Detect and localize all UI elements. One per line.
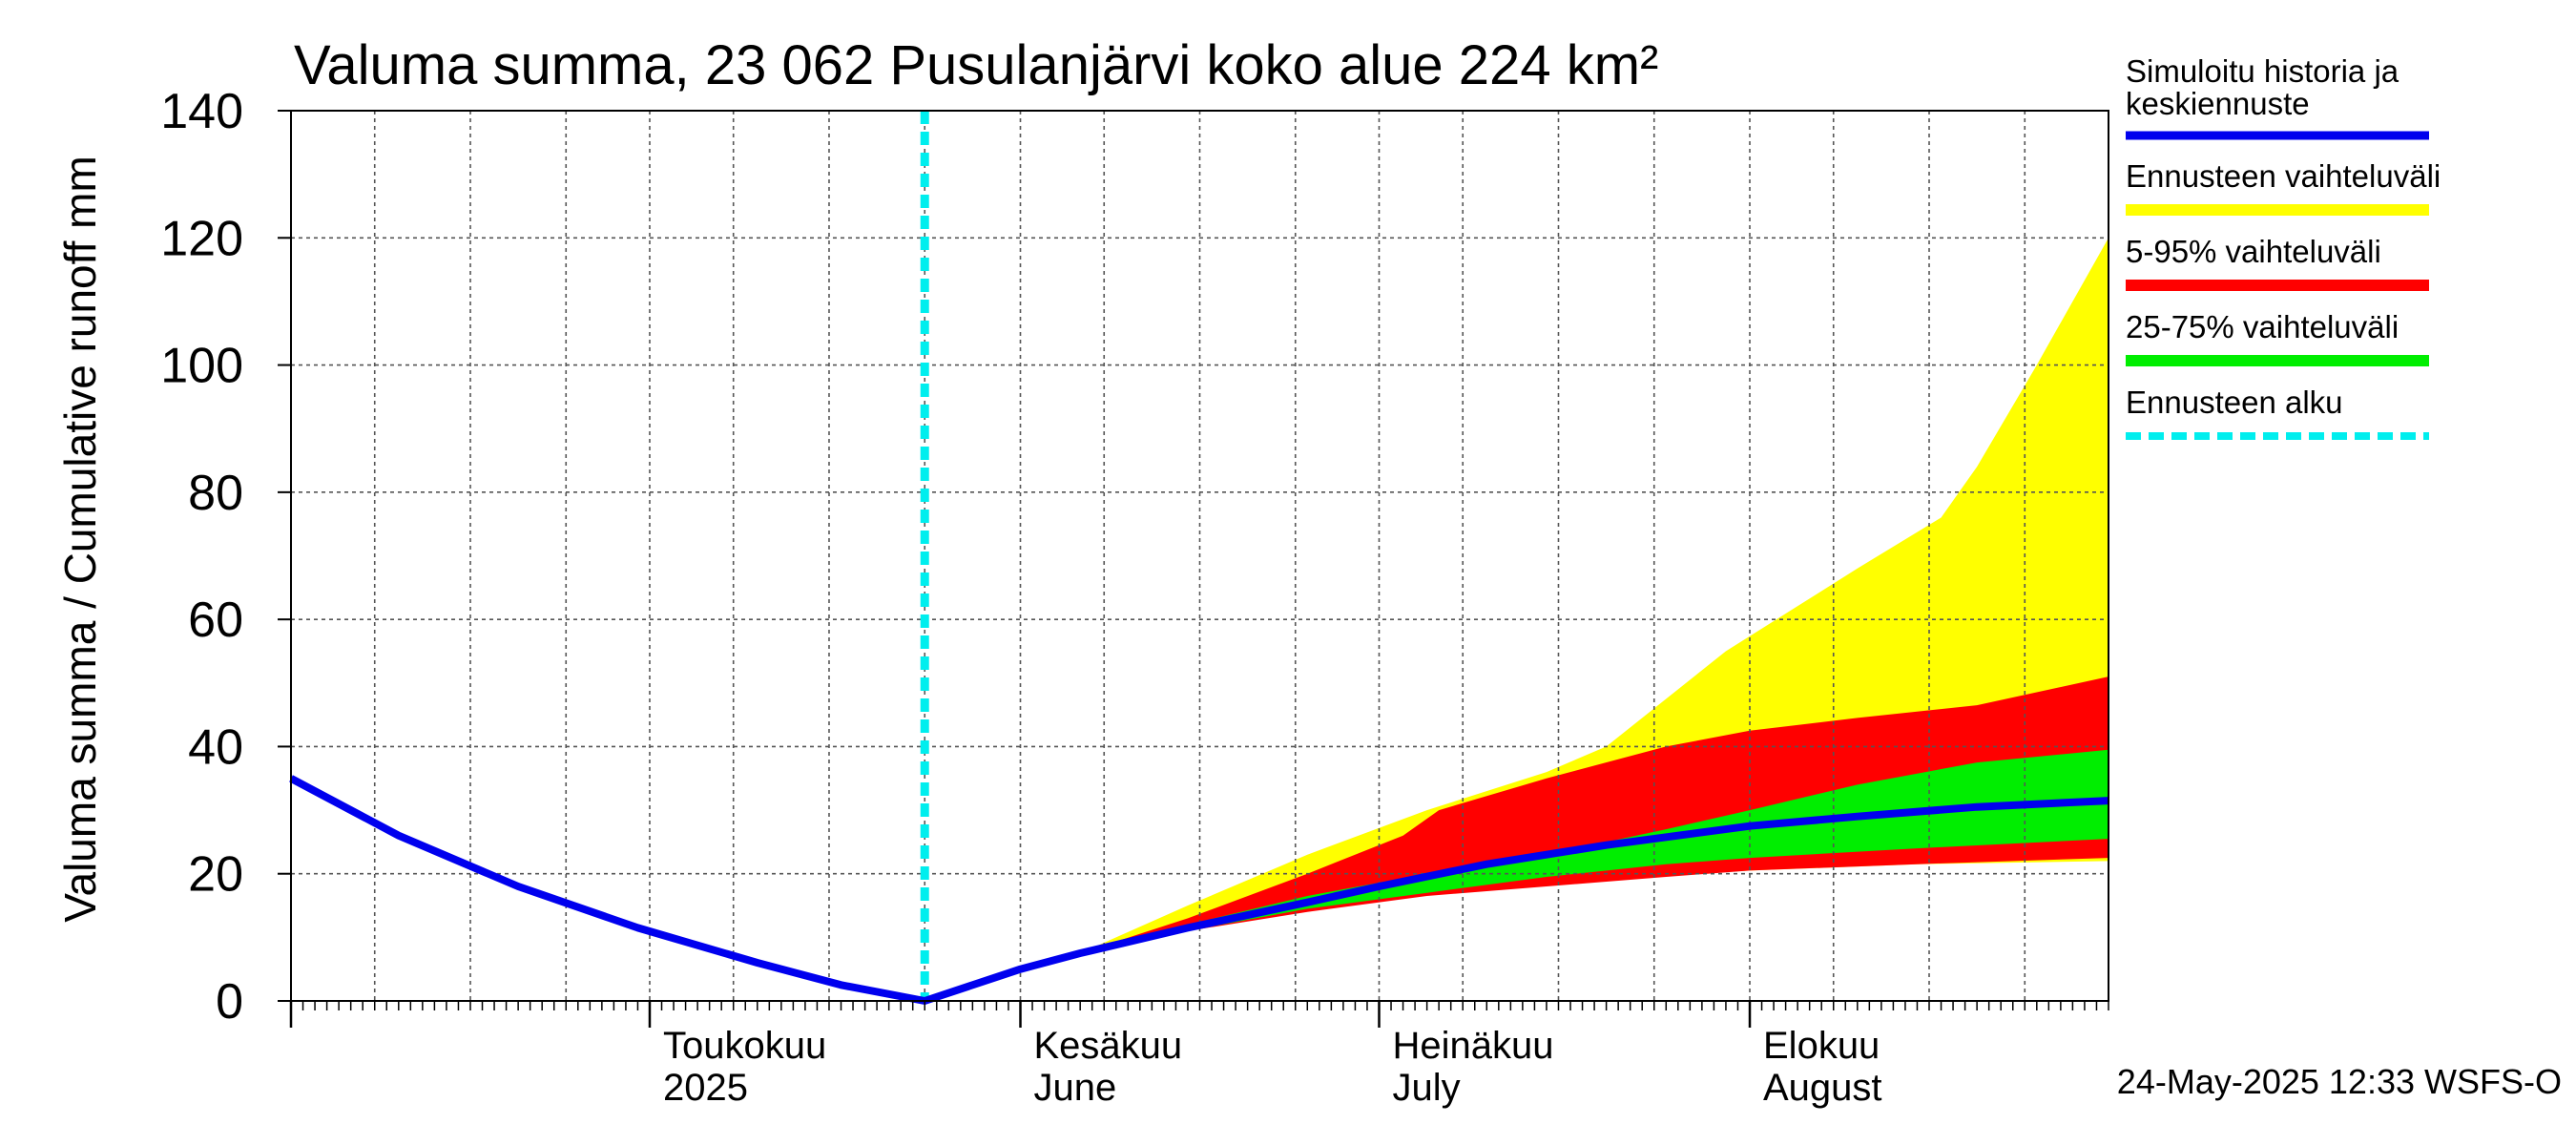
legend: Simuloitu historia ja keskiennuste Ennuste…: [2126, 53, 2441, 440]
y-tick-label: 40: [188, 719, 243, 775]
x-month-label: Elokuu: [1763, 1025, 1880, 1067]
legend-label: 5-95% vaihteluväli: [2126, 234, 2381, 269]
y-tick-label: 140: [160, 84, 243, 139]
legend-forecast-start: Ennusteen alku: [2126, 385, 2429, 440]
x-month-sublabel: June: [1034, 1067, 1117, 1109]
legend-25-75: 25-75% vaihteluväli: [2126, 309, 2429, 366]
x-month-label: Heinäkuu: [1392, 1025, 1553, 1067]
y-tick-label: 80: [188, 466, 243, 521]
legend-label: 25-75% vaihteluväli: [2126, 309, 2399, 344]
y-axis-label: Valuma summa / Cumulative runoff mm: [55, 156, 105, 923]
legend-label: Ennusteen alku: [2126, 385, 2343, 420]
chart-title: Valuma summa, 23 062 Pusulanjärvi koko a…: [294, 34, 1658, 96]
mean-forecast-line: [289, 775, 2109, 1005]
legend-label: Simuloitu historia ja keskiennuste: [2126, 53, 2399, 121]
legend-full-range: Ennusteen vaihteluväli: [2126, 158, 2441, 216]
y-tick-label: 60: [188, 593, 243, 648]
x-month-label: Kesäkuu: [1034, 1025, 1183, 1067]
y-tick-label: 100: [160, 339, 243, 394]
x-month-label: Toukokuu: [663, 1025, 826, 1067]
timestamp: 24-May-2025 12:33 WSFS-O: [2117, 1062, 2562, 1101]
y-axis-ticks: 0 20 40 60 80 100 120 140: [160, 84, 291, 1030]
mean-series: [289, 775, 2109, 1005]
y-tick-label: 120: [160, 211, 243, 266]
legend-5-95: 5-95% vaihteluväli: [2126, 234, 2429, 291]
x-month-sublabel: July: [1392, 1067, 1460, 1109]
legend-label: Ennusteen vaihteluväli: [2126, 158, 2441, 194]
y-tick-label: 20: [188, 847, 243, 903]
grid-lines: [291, 110, 2109, 1001]
y-tick-label: 0: [216, 974, 243, 1030]
band-25-75: [924, 749, 2109, 1001]
x-month-sublabel: August: [1763, 1067, 1882, 1109]
legend-mean: Simuloitu historia ja keskiennuste: [2126, 53, 2429, 140]
x-month-sublabel: 2025: [663, 1067, 748, 1109]
